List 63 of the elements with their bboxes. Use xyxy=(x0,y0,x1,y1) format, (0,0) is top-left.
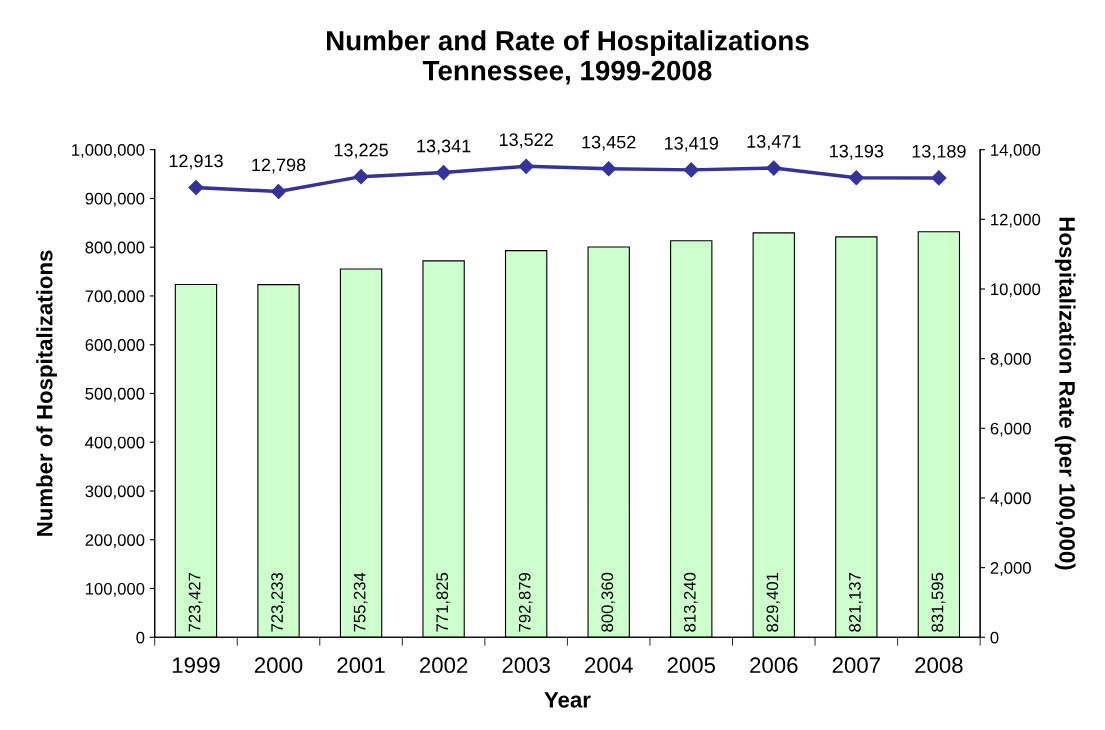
data-label: 12,913 xyxy=(169,154,223,170)
y2-tick-label: 12,000 xyxy=(991,213,1041,228)
data-label: 12,798 xyxy=(252,158,306,174)
y-tick-label: 600,000 xyxy=(85,339,145,353)
data-label: 755,234 xyxy=(353,572,368,632)
x-tick-label: 2000 xyxy=(254,657,303,674)
data-label: 13,522 xyxy=(499,133,553,149)
y-tick-label: 1,000,000 xyxy=(72,144,145,158)
x-tick-label: 2003 xyxy=(502,657,550,674)
data-label: 800,360 xyxy=(601,572,616,632)
point xyxy=(931,170,947,186)
y2-axis-title: Hospitalization Rate (per 100,000) xyxy=(1054,217,1076,570)
y-axis-title: Number of Hospitalizations xyxy=(36,250,57,536)
data-label: 821,137 xyxy=(848,573,863,632)
x-tick-label: 2008 xyxy=(915,657,963,674)
data-label: 723,427 xyxy=(188,573,203,632)
data-label: 13,225 xyxy=(334,143,388,159)
y-tick-label: 500,000 xyxy=(85,387,145,402)
data-label: 13,341 xyxy=(417,139,471,155)
y2-tick-label: 4,000 xyxy=(990,492,1031,507)
y2-tick-label: 6,000 xyxy=(990,422,1031,437)
y2-tick-label: 14,000 xyxy=(991,144,1041,158)
y-tick-label: 200,000 xyxy=(85,534,145,548)
data-label: 813,240 xyxy=(683,572,698,632)
point xyxy=(766,160,782,176)
y-tick-label: 400,000 xyxy=(85,436,145,451)
y2-tick-label: 8,000 xyxy=(990,353,1031,367)
point xyxy=(270,183,287,200)
point xyxy=(188,179,204,196)
data-label: 13,189 xyxy=(912,144,966,160)
y-tick-label: 900,000 xyxy=(85,192,145,207)
data-label: 13,193 xyxy=(830,144,884,160)
x-tick-label: 1999 xyxy=(172,657,220,674)
x-axis-title: Year xyxy=(544,692,591,708)
x-tick-label: 2005 xyxy=(667,657,716,674)
y2-tick-label: 0 xyxy=(990,631,999,644)
data-label: 831,595 xyxy=(931,572,946,632)
x-tick-label: 2002 xyxy=(420,657,468,674)
y-tick-label: 100,000 xyxy=(86,582,145,597)
data-label: 829,401 xyxy=(766,572,781,632)
data-label: 13,452 xyxy=(582,135,636,151)
y-tick-label: 800,000 xyxy=(85,241,145,256)
point xyxy=(848,170,864,186)
x-tick-label: 2001 xyxy=(337,657,385,674)
data-label: 13,471 xyxy=(747,135,801,150)
point xyxy=(683,162,699,178)
point xyxy=(601,161,617,177)
x-tick-label: 2006 xyxy=(750,657,798,674)
y2-tick-label: 10,000 xyxy=(991,283,1041,298)
point xyxy=(353,169,369,185)
y-tick-label: 0 xyxy=(136,631,145,644)
y-tick-label: 300,000 xyxy=(85,485,145,500)
x-tick-label: 2004 xyxy=(585,657,633,674)
y2-tick-label: 2,000 xyxy=(990,562,1031,576)
data-label: 771,825 xyxy=(436,572,451,632)
point xyxy=(518,158,534,174)
data-label: 723,233 xyxy=(271,572,285,632)
data-label: 792,879 xyxy=(518,572,533,632)
data-label: 13,419 xyxy=(665,136,718,152)
point xyxy=(436,165,452,181)
chart-title: Number and Rate of Hospitalizations Tennessee, 1999-2008 xyxy=(326,30,809,85)
x-tick-label: 2007 xyxy=(832,657,880,674)
y-tick-label: 700,000 xyxy=(85,290,145,305)
